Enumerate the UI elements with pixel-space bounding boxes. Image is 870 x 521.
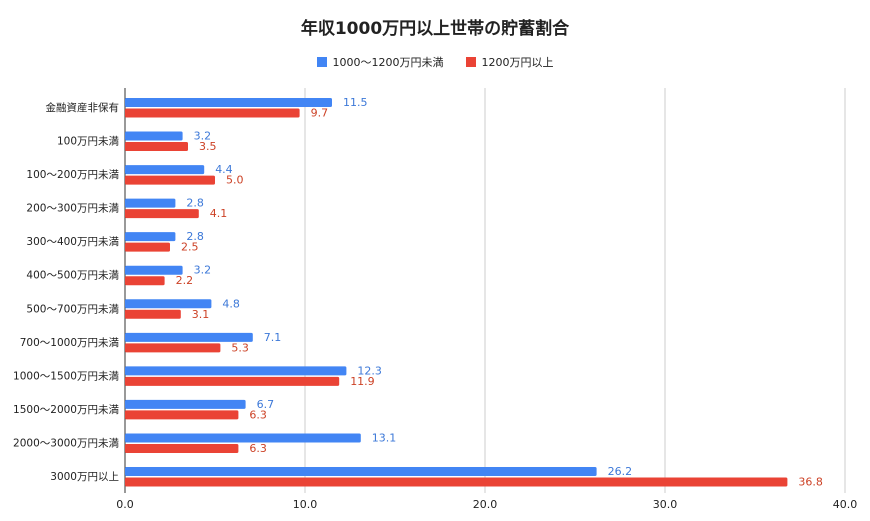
category-label: 3000万円以上	[50, 471, 119, 483]
bar-red	[125, 242, 170, 252]
bar-red	[125, 376, 340, 386]
data-label: 12.3	[357, 364, 382, 377]
data-label: 2.8	[186, 230, 204, 243]
bar-red	[125, 410, 239, 420]
data-label: 7.1	[264, 331, 282, 344]
bar-blue	[125, 299, 212, 309]
category-label: 1500〜2000万円未満	[13, 404, 119, 416]
category-label: 300〜400万円未満	[26, 236, 119, 248]
bar-blue	[125, 98, 332, 107]
data-label: 3.1	[192, 308, 210, 321]
data-label: 26.2	[608, 465, 633, 478]
bar-red	[125, 477, 788, 487]
data-label: 3.5	[199, 140, 217, 153]
category-label: 400〜500万円未満	[26, 270, 119, 282]
bar-blue	[125, 399, 246, 409]
data-label: 6.3	[249, 442, 267, 455]
legend-swatch-blue	[316, 57, 327, 67]
data-label: 13.1	[372, 431, 397, 444]
data-label: 4.4	[215, 163, 233, 176]
category-label: 500〜700万円未満	[26, 303, 119, 315]
legend-item-series-1[interactable]: 1000〜1200万円未満	[316, 54, 444, 70]
bar-blue	[125, 165, 205, 175]
data-label: 2.8	[186, 197, 204, 210]
legend: 1000〜1200万円未満 1200万円以上	[0, 54, 870, 70]
data-label: 36.8	[798, 476, 823, 489]
bar-blue	[125, 433, 361, 443]
bar-red	[125, 175, 215, 185]
bar-red	[125, 443, 239, 453]
data-label: 5.3	[231, 341, 249, 354]
legend-label: 1000〜1200万円未満	[332, 56, 444, 69]
bar-red	[125, 276, 165, 286]
legend-swatch-red	[465, 57, 476, 67]
x-tick-label: 30.0	[653, 498, 678, 511]
bar-red	[125, 343, 221, 353]
category-label: 700〜1000万円未満	[20, 337, 120, 349]
category-label: 1000〜1500万円未満	[13, 370, 119, 382]
data-label: 3.2	[194, 264, 212, 277]
data-label: 6.7	[257, 398, 275, 411]
bar-red	[125, 108, 300, 118]
bar-blue	[125, 332, 253, 342]
category-label: 金融資産非保有	[46, 101, 120, 114]
bar-red	[125, 309, 181, 319]
bar-blue	[125, 265, 183, 275]
category-label: 100万円未満	[57, 136, 120, 148]
bar-blue	[125, 198, 176, 208]
bar-red	[125, 209, 199, 219]
bar-blue	[125, 232, 176, 242]
legend-item-series-2[interactable]: 1200万円以上	[465, 54, 554, 70]
legend-label: 1200万円以上	[481, 56, 554, 69]
x-tick-label: 40.0	[833, 498, 858, 511]
bar-blue	[125, 467, 597, 476]
data-label: 2.5	[181, 241, 199, 254]
data-label: 11.5	[343, 96, 368, 109]
data-label: 3.2	[194, 130, 212, 143]
x-tick-label: 20.0	[473, 498, 498, 511]
data-label: 2.2	[176, 274, 194, 287]
data-label: 5.0	[226, 174, 244, 187]
chart-title: 年収1000万円以上世帯の貯蓄割合	[300, 19, 570, 39]
bar-blue	[125, 366, 347, 376]
data-label: 4.1	[210, 207, 228, 220]
category-label: 100〜200万円未満	[26, 169, 119, 181]
data-label: 4.8	[222, 297, 240, 310]
data-label: 11.9	[350, 375, 375, 388]
bar-red	[125, 142, 188, 152]
category-label: 200〜300万円未満	[26, 203, 119, 215]
data-label: 6.3	[249, 408, 267, 421]
bar-blue	[125, 131, 183, 141]
x-tick-label: 10.0	[293, 498, 318, 511]
data-label: 9.7	[311, 107, 329, 120]
x-tick-label: 0.0	[116, 498, 134, 511]
category-label: 2000〜3000万円未満	[13, 437, 119, 449]
